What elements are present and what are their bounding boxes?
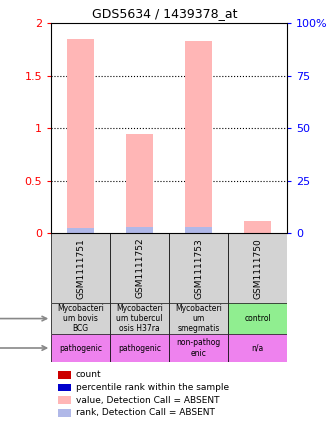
- Bar: [126, 227, 153, 233]
- Bar: [244, 221, 271, 233]
- Text: Mycobacteri
um
smegmatis: Mycobacteri um smegmatis: [175, 304, 222, 333]
- Bar: [51, 334, 110, 362]
- Bar: [110, 233, 169, 303]
- Bar: [126, 134, 153, 233]
- Text: Mycobacteri
um bovis
BCG: Mycobacteri um bovis BCG: [57, 304, 104, 333]
- Bar: [51, 303, 110, 334]
- Text: count: count: [76, 370, 102, 379]
- Text: GSM1111750: GSM1111750: [253, 238, 262, 299]
- Text: GSM1111752: GSM1111752: [135, 238, 144, 299]
- Text: GDS5634 / 1439378_at: GDS5634 / 1439378_at: [92, 7, 238, 20]
- Bar: [228, 334, 287, 362]
- Bar: [67, 39, 94, 233]
- Text: GSM1111753: GSM1111753: [194, 238, 203, 299]
- Bar: [228, 303, 287, 334]
- Text: rank, Detection Call = ABSENT: rank, Detection Call = ABSENT: [76, 408, 215, 418]
- Bar: [169, 233, 228, 303]
- Bar: [51, 233, 110, 303]
- Bar: [169, 303, 228, 334]
- Text: n/a: n/a: [251, 343, 264, 352]
- Bar: [67, 228, 94, 233]
- Text: control: control: [244, 314, 271, 323]
- Text: species: species: [0, 343, 47, 353]
- Text: Mycobacteri
um tubercul
osis H37ra: Mycobacteri um tubercul osis H37ra: [116, 304, 163, 333]
- Text: infection: infection: [0, 313, 47, 324]
- Text: percentile rank within the sample: percentile rank within the sample: [76, 383, 229, 392]
- Text: GSM1111751: GSM1111751: [76, 238, 85, 299]
- Text: value, Detection Call = ABSENT: value, Detection Call = ABSENT: [76, 396, 219, 405]
- Bar: [185, 227, 212, 233]
- Bar: [110, 303, 169, 334]
- Bar: [228, 233, 287, 303]
- Bar: [169, 334, 228, 362]
- Bar: [110, 334, 169, 362]
- Text: pathogenic: pathogenic: [118, 343, 161, 352]
- Bar: [185, 41, 212, 233]
- Text: pathogenic: pathogenic: [59, 343, 102, 352]
- Text: non-pathog
enic: non-pathog enic: [177, 338, 221, 358]
